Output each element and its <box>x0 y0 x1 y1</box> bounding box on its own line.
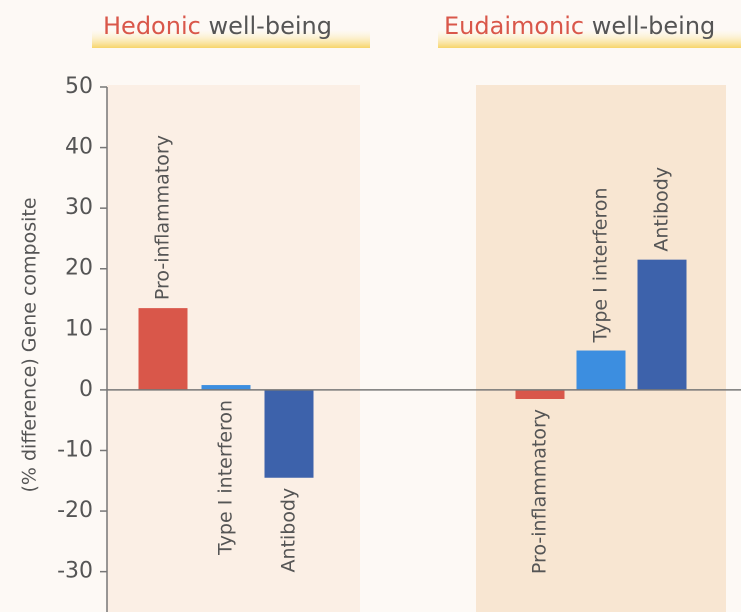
bar <box>138 308 188 390</box>
bar <box>637 259 687 390</box>
y-tick-label: 10 <box>65 316 93 341</box>
group-title: Eudaimonic well-being <box>444 12 715 40</box>
y-tick-label: 0 <box>79 377 93 402</box>
y-tick-label: -10 <box>57 437 93 462</box>
bar-label: Antibody <box>651 167 673 252</box>
group-suffix: well-being <box>592 12 716 40</box>
bar-label: Pro-inflammatory <box>152 135 174 300</box>
group-title: Hedonic well-being <box>103 12 332 40</box>
y-tick-label: 50 <box>65 74 93 99</box>
y-tick-label: -30 <box>57 559 93 584</box>
y-tick-label: 20 <box>65 256 93 281</box>
panel <box>476 85 726 612</box>
group-name: Eudaimonic <box>444 12 584 40</box>
bar-label: Type I interferon <box>590 187 612 343</box>
y-tick-label: 30 <box>65 195 93 220</box>
y-axis-label: (% difference) Gene composite <box>19 197 41 492</box>
bar-label: Antibody <box>278 488 300 573</box>
bar-label: Pro-inflammatory <box>529 409 551 574</box>
group-name: Hedonic <box>103 12 201 40</box>
bar <box>576 350 626 390</box>
title-highlight <box>438 30 741 48</box>
bar <box>515 389 565 399</box>
bar <box>201 385 251 390</box>
y-tick-label: 40 <box>65 135 93 160</box>
y-tick-label: -20 <box>57 498 93 523</box>
title-highlight <box>92 30 370 48</box>
bar-label: Type I interferon <box>215 400 237 556</box>
bar <box>264 389 314 478</box>
group-suffix: well-being <box>208 12 332 40</box>
